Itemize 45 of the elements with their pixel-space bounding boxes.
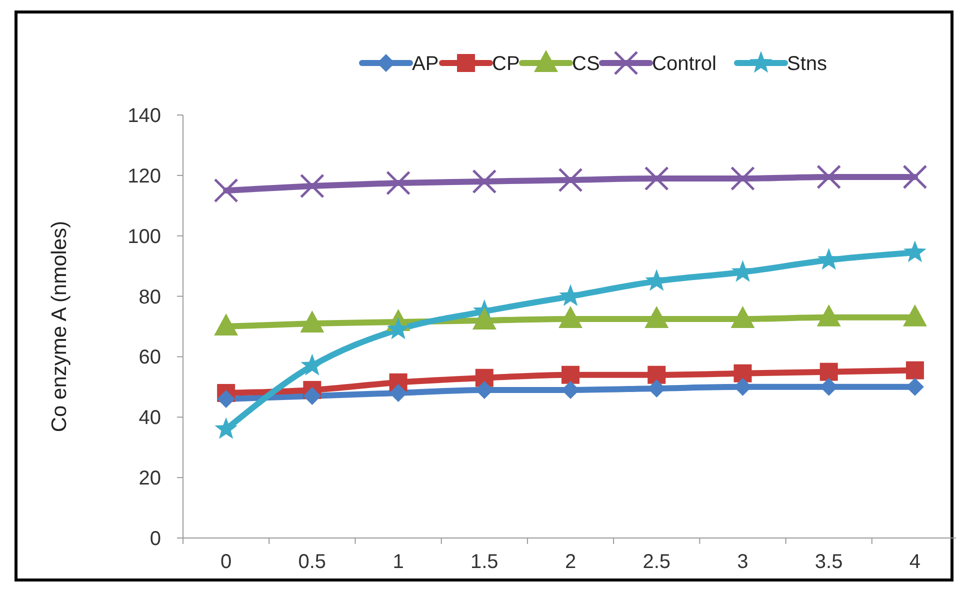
point [214,417,238,439]
y-tick-label: 20 [138,468,161,490]
point [562,366,580,384]
x-tick-label: 1.5 [470,551,498,573]
x-tick-label: 3.5 [814,551,843,573]
legend-label: CS [572,53,600,75]
point [902,164,928,190]
point [730,166,755,191]
legend-label: Stns [787,53,828,75]
y-tick-label: 60 [138,346,161,369]
y-tick-label: 120 [128,165,161,188]
point [648,366,666,384]
point [303,386,322,405]
y-tick-label: 40 [138,407,161,430]
x-tick-label: 0 [220,551,232,573]
point [558,168,583,192]
point [644,166,669,191]
x-tick-label: 3 [737,551,748,573]
y-tick-label: 80 [138,286,161,308]
x-tick-label: 2.5 [642,551,671,573]
point [389,384,408,402]
y-tick-label: 140 [128,105,161,127]
point [734,364,752,382]
y-tick-label: 0 [150,528,161,550]
point [217,390,236,408]
point [816,164,842,190]
point [906,361,924,380]
point [820,362,838,381]
point [904,240,926,262]
point [300,354,324,376]
point [817,248,840,270]
x-tick-label: 2 [564,551,576,573]
point [300,174,324,198]
point [386,170,411,196]
x-tick-label: 0.5 [298,551,326,573]
x-tick-label: 1 [392,551,404,573]
x-tick-label: 4 [909,551,921,573]
legend-label: AP [412,53,439,75]
legend-label: Control [652,53,716,75]
y-tick-label: 100 [128,226,161,248]
point [472,169,497,194]
point [386,318,410,340]
y-axis-title: Co enzyme A (nmoles) [48,220,71,432]
legend-label: CP [492,53,520,75]
point [214,178,238,203]
